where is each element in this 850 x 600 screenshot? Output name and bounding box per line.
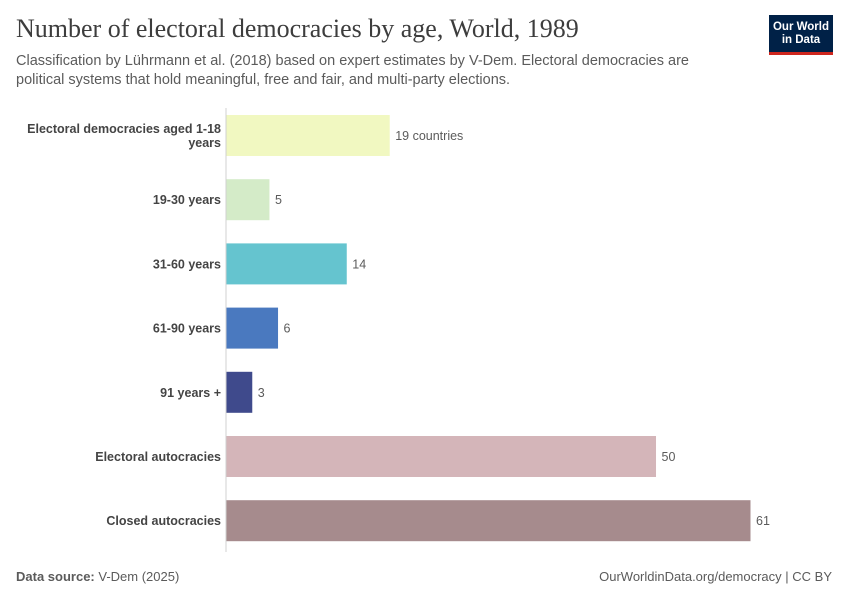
category-label: Closed autocracies — [106, 514, 221, 528]
bar[interactable] — [226, 500, 751, 542]
bar-value-label: 6 — [284, 322, 291, 336]
category-label: Electoral democracies aged 1-18 years — [27, 122, 221, 150]
bar-value-label: 14 — [352, 257, 366, 271]
category-label: 61-90 years — [153, 322, 221, 336]
logo-line-2: in Data — [781, 33, 821, 46]
logo-line-1: Our World — [772, 21, 829, 33]
category-label: 91 years + — [160, 386, 221, 400]
category-label: 19-30 years — [153, 193, 221, 207]
category-label: Electoral autocracies — [95, 450, 221, 464]
bar[interactable] — [226, 115, 390, 156]
source-link[interactable]: OurWorldinData.org/democracy | CC BY — [599, 569, 832, 584]
bar[interactable] — [226, 371, 253, 413]
data-source-value[interactable]: V-Dem (2025) — [98, 569, 180, 584]
bar[interactable] — [226, 243, 347, 285]
bar-value-label: 19 countries — [395, 129, 463, 143]
bar-value-label: 5 — [275, 193, 282, 207]
category-label: 31-60 years — [153, 257, 221, 271]
data-source-label: Data source: — [16, 569, 95, 584]
bar[interactable] — [226, 179, 270, 221]
bar[interactable] — [226, 307, 279, 349]
chart-subtitle: Classification by Lührmann et al. (2018)… — [16, 53, 689, 88]
chart-title: Number of electoral democracies by age, … — [16, 14, 579, 43]
bar-value-label: 50 — [662, 450, 676, 464]
owid-logo[interactable]: Our World in Data — [769, 15, 833, 55]
bar-value-label: 3 — [258, 386, 265, 400]
bar-value-label: 61 — [756, 514, 770, 528]
data-source: Data source: V-Dem (2025) — [16, 569, 179, 584]
bar[interactable] — [226, 436, 657, 477]
